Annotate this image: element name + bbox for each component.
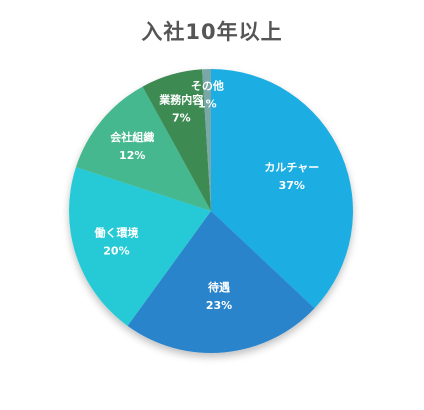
slice-percent: 37% xyxy=(279,179,305,192)
slice-percent: 7% xyxy=(172,112,191,125)
slice-percent: 20% xyxy=(103,245,129,258)
slice-percent: 23% xyxy=(206,299,232,312)
slice-label: 待遇 xyxy=(207,280,230,294)
pie-slice[interactable] xyxy=(127,211,315,353)
chart-title: 入社10年以上 xyxy=(141,20,283,44)
slice-label: 業務内容 xyxy=(158,93,203,107)
slice-label: 会社組織 xyxy=(110,130,154,144)
slice-label: その他 xyxy=(191,79,224,93)
slice-label: カルチャー xyxy=(264,161,319,174)
slice-percent: 12% xyxy=(119,149,145,162)
slice-label: 働く環境 xyxy=(93,226,138,240)
pie-slice[interactable] xyxy=(202,69,211,211)
pie-slice[interactable] xyxy=(75,86,211,211)
slice-percent: 1% xyxy=(198,98,217,111)
pie-slice[interactable] xyxy=(211,69,353,309)
pie-slice[interactable] xyxy=(142,69,211,211)
pie-slice[interactable] xyxy=(69,167,211,326)
